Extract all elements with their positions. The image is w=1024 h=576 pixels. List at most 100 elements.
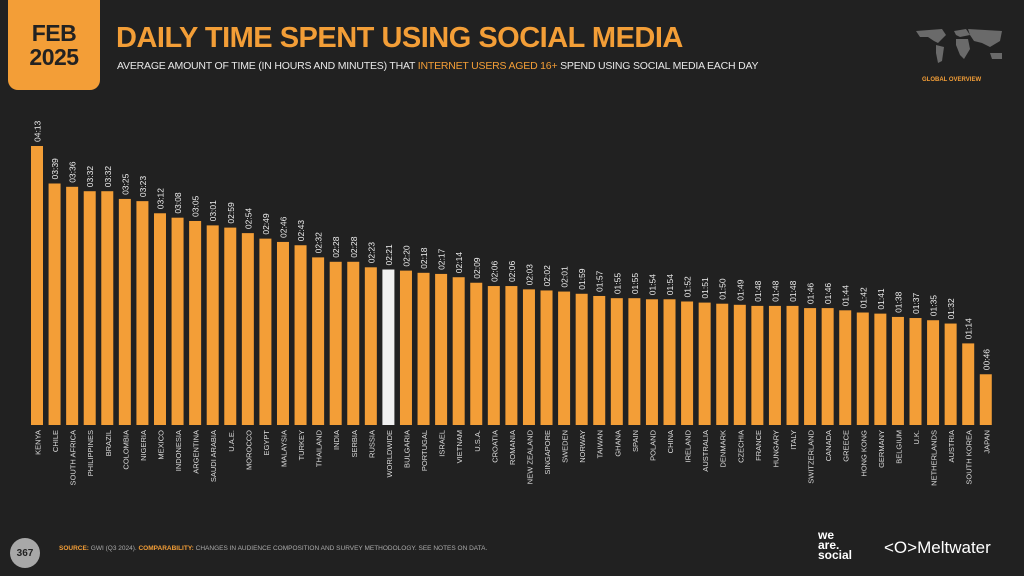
- value-label: 01:55: [612, 273, 622, 295]
- category-label: HUNGARY: [771, 430, 780, 467]
- value-label: 00:46: [981, 349, 991, 371]
- category-label: JAPAN: [982, 430, 991, 454]
- bar-hong-kong: [856, 312, 869, 425]
- category-label: AUSTRALIA: [701, 430, 710, 472]
- value-label: 02:46: [278, 216, 288, 238]
- value-label: 03:23: [138, 176, 148, 198]
- category-label: CROATIA: [490, 430, 499, 463]
- value-label: 03:32: [85, 166, 95, 188]
- category-label: BULGARIA: [402, 430, 411, 468]
- value-label: 02:01: [560, 266, 570, 288]
- date-badge: FEB 2025: [8, 0, 100, 90]
- bar-chile: [48, 183, 61, 425]
- category-label: THAILAND: [315, 429, 324, 467]
- value-label: 01:42: [858, 287, 868, 309]
- footer-source: SOURCE: GWI (Q3 2024). COMPARABILITY: CH…: [59, 545, 487, 552]
- category-label: INDONESIA: [174, 430, 183, 471]
- category-label: MOROCCO: [244, 430, 253, 470]
- category-label: TAIWAN: [596, 430, 605, 458]
- category-label: PORTUGAL: [420, 430, 429, 471]
- category-label: SAUDI ARABIA: [209, 430, 218, 482]
- category-label: U.A.E.: [227, 430, 236, 452]
- bar-serbia: [347, 261, 360, 425]
- category-label: BELGIUM: [894, 430, 903, 464]
- bar-new-zealand: [522, 289, 535, 425]
- category-label: BRAZIL: [104, 430, 113, 456]
- value-label: 03:12: [155, 188, 165, 210]
- category-label: NORWAY: [578, 430, 587, 463]
- value-label: 03:05: [191, 195, 201, 217]
- bar-bulgaria: [399, 270, 412, 425]
- value-label: 01:50: [718, 278, 728, 300]
- category-label: WORLDWIDE: [385, 430, 394, 478]
- value-label: 01:38: [893, 291, 903, 313]
- value-label: 02:49: [261, 213, 271, 235]
- category-label: SWITZERLAND: [807, 429, 816, 483]
- bar-hungary: [768, 305, 781, 425]
- value-label: 02:02: [542, 265, 552, 287]
- category-label: SERBIA: [350, 430, 359, 458]
- value-label: 04:13: [33, 120, 43, 142]
- value-label: 02:20: [401, 245, 411, 267]
- value-label: 01:57: [595, 270, 605, 292]
- bar-belgium: [891, 316, 904, 425]
- value-label: 01:35: [929, 295, 939, 317]
- bar-saudi-arabia: [206, 225, 219, 425]
- value-label: 02:59: [226, 202, 236, 224]
- date-year: 2025: [29, 44, 79, 70]
- bar-spain: [628, 298, 641, 425]
- value-label: 03:39: [50, 158, 60, 180]
- date-month: FEB: [31, 20, 77, 46]
- subtitle-post: SPEND USING SOCIAL MEDIA EACH DAY: [557, 60, 759, 72]
- we-are-social-logo: we are. social: [818, 528, 853, 562]
- value-label: 02:03: [524, 264, 534, 286]
- value-label: 02:21: [384, 244, 394, 266]
- bar-czechia: [733, 304, 746, 425]
- category-label: IRELAND: [684, 429, 693, 462]
- bar-canada: [821, 308, 834, 425]
- category-label: DENMARK: [719, 430, 728, 468]
- category-label: POLAND: [648, 429, 657, 460]
- bar-worldwide: [382, 269, 395, 425]
- bar-israel: [435, 273, 448, 425]
- bar-australia: [698, 302, 711, 425]
- bar-ireland: [681, 301, 694, 425]
- page-subtitle: AVERAGE AMOUNT OF TIME (IN HOURS AND MIN…: [117, 60, 759, 72]
- category-label: SINGAPORE: [543, 430, 552, 475]
- value-label: 02:18: [419, 247, 429, 269]
- value-label: 01:48: [788, 280, 798, 302]
- bar-switzerland: [804, 308, 817, 425]
- bar-denmark: [716, 303, 729, 425]
- meltwater-logo: <O>Meltwater: [884, 538, 991, 557]
- category-label: ISRAEL: [438, 430, 447, 457]
- bar-south-korea: [962, 343, 975, 425]
- bar-mexico: [153, 213, 166, 425]
- bar-greece: [839, 310, 852, 425]
- bar-portugal: [417, 272, 430, 425]
- subtitle-pre: AVERAGE AMOUNT OF TIME (IN HOURS AND MIN…: [117, 60, 418, 72]
- category-label: SOUTH KOREA: [965, 430, 974, 485]
- category-label: ITALY: [789, 430, 798, 450]
- category-label: GHANA: [613, 430, 622, 457]
- value-label: 01:49: [735, 279, 745, 301]
- bar-u-s-a-: [470, 282, 483, 425]
- category-label: AUSTRIA: [947, 430, 956, 463]
- category-label: FRANCE: [754, 430, 763, 461]
- bar-singapore: [540, 290, 553, 425]
- value-label: 02:54: [243, 208, 253, 230]
- bar-russia: [364, 267, 377, 425]
- bar-ghana: [610, 298, 623, 425]
- value-label: 03:08: [173, 192, 183, 214]
- bar-egypt: [259, 238, 272, 425]
- bar-vietnam: [452, 277, 465, 425]
- bar-taiwan: [593, 295, 606, 425]
- category-label: CHINA: [666, 430, 675, 453]
- category-label: TURKEY: [297, 430, 306, 460]
- bar-brazil: [101, 191, 114, 425]
- value-label: 02:32: [314, 232, 324, 254]
- category-label: KENYA: [34, 430, 43, 455]
- meltwater-mark-icon: <O>: [884, 538, 918, 557]
- category-label: COLOMBIA: [121, 430, 130, 470]
- category-label: CHILE: [51, 430, 60, 452]
- bar-sweden: [558, 291, 571, 425]
